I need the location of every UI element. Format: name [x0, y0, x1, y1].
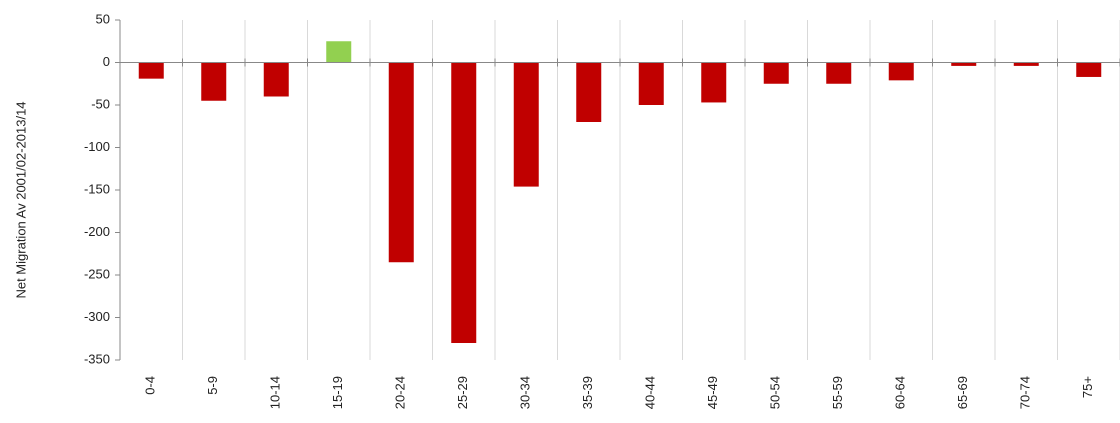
bar: [201, 62, 227, 101]
x-tick-label: 35-39: [580, 376, 595, 409]
bar: [138, 62, 164, 79]
x-tick-label: 30-34: [518, 376, 533, 409]
bar: [388, 62, 414, 263]
y-axis-label: Net Migration Av 2001/02-2013/14: [13, 101, 28, 298]
x-tick-label: 45-49: [705, 376, 720, 409]
x-tick-label: 10-14: [268, 376, 283, 409]
y-tick-label: 50: [96, 11, 110, 26]
bar: [1013, 62, 1039, 66]
bar: [826, 62, 852, 84]
x-tick-label: 40-44: [643, 376, 658, 409]
bar: [701, 62, 727, 103]
y-tick-label: -150: [84, 181, 110, 196]
x-tick-label: 55-59: [830, 376, 845, 409]
y-tick-label: -200: [84, 224, 110, 239]
y-tick-label: -300: [84, 309, 110, 324]
x-tick-label: 70-74: [1018, 376, 1033, 409]
y-tick-label: -250: [84, 266, 110, 281]
x-tick-label: 50-54: [768, 376, 783, 409]
x-tick-label: 0-4: [143, 376, 158, 395]
bar: [763, 62, 789, 84]
y-tick-label: 0: [103, 54, 110, 69]
bar: [576, 62, 602, 122]
x-tick-label: 20-24: [393, 376, 408, 409]
bar: [1076, 62, 1102, 77]
x-tick-label: 75+: [1080, 376, 1095, 398]
x-tick-label: 5-9: [205, 376, 220, 395]
bar: [513, 62, 539, 187]
x-tick-label: 60-64: [893, 376, 908, 409]
x-tick-label: 15-19: [330, 376, 345, 409]
bar: [263, 62, 289, 97]
bar: [888, 62, 914, 81]
x-tick-label: 25-29: [455, 376, 470, 409]
y-tick-label: -100: [84, 139, 110, 154]
bar: [451, 62, 477, 343]
bar: [951, 62, 977, 66]
bar: [326, 41, 352, 63]
y-tick-label: -50: [91, 96, 110, 111]
bar: [638, 62, 664, 105]
y-tick-label: -350: [84, 351, 110, 366]
x-tick-label: 65-69: [955, 376, 970, 409]
